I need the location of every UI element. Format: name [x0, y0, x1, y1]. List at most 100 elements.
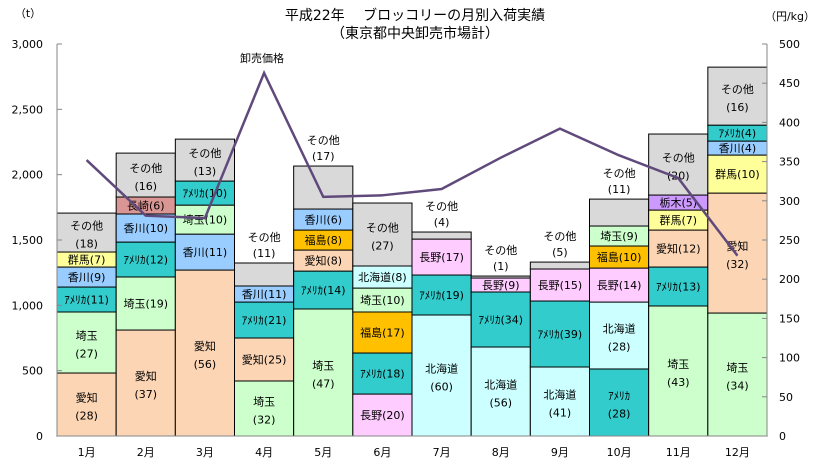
segment-share: (43) — [667, 376, 690, 389]
left-axis-unit: （t） — [15, 7, 41, 20]
bar-segment — [174, 204, 235, 235]
segment-share: (16) — [134, 180, 157, 193]
segment-label: 福島(17) — [360, 326, 405, 340]
bar-segment — [56, 372, 117, 437]
bar-segment — [529, 300, 590, 368]
bar-segment — [352, 202, 413, 267]
x-tick-label: 1月 — [78, 446, 96, 459]
segment-label: その他 — [307, 134, 340, 147]
segment-label: 埼玉 — [726, 361, 748, 375]
bar-segment — [411, 231, 472, 240]
bar-segment — [648, 305, 709, 437]
segment-label: 北海道 — [543, 388, 576, 402]
right-tick-label: 200 — [779, 273, 800, 286]
segment-label: その他 — [129, 162, 162, 175]
segment-label: ｱﾒﾘｶ(11) — [64, 294, 109, 307]
segment-label: その他 — [70, 220, 103, 233]
right-tick-label: 0 — [779, 430, 786, 443]
segment-share: (1) — [493, 260, 509, 273]
segment-share: (11) — [608, 183, 631, 196]
segment-label: 埼玉(10) — [360, 293, 405, 307]
segment-label: その他 — [603, 167, 636, 180]
x-tick-label: 12月 — [725, 446, 750, 459]
bars-group — [56, 66, 768, 437]
bar-segment — [115, 241, 176, 278]
right-tick-label: 350 — [779, 156, 800, 169]
bar-segment — [234, 262, 295, 287]
segment-label: 愛知 — [135, 369, 157, 383]
segment-label: ｱﾒﾘｶ(19) — [419, 289, 464, 302]
segment-share: (56) — [489, 397, 512, 410]
segment-label: 長崎(6) — [127, 199, 165, 213]
x-tick-label: 8月 — [492, 446, 510, 459]
segment-label: 香川(4) — [719, 142, 757, 155]
segment-label: ｱﾒﾘｶ — [608, 389, 630, 402]
segment-share: (28) — [75, 410, 98, 423]
left-tick-label: 500 — [22, 365, 43, 378]
right-tick-label: 450 — [779, 77, 800, 90]
segment-share: (32) — [726, 258, 749, 271]
x-tick-label: 9月 — [551, 446, 569, 459]
left-tick-label: 2,000 — [12, 169, 44, 182]
segment-label: 愛知 — [76, 391, 98, 405]
x-tick-label: 3月 — [196, 446, 214, 459]
segment-share: (28) — [608, 341, 631, 354]
segment-share: (20) — [667, 170, 690, 183]
bar-segment — [648, 266, 709, 307]
left-tick-label: 3,000 — [12, 38, 44, 51]
bar-segment — [470, 346, 531, 437]
segment-label: ｱﾒﾘｶ(39) — [538, 328, 583, 341]
bar-segment — [293, 270, 354, 310]
bar-segment — [352, 393, 413, 437]
bar-segment — [115, 213, 176, 243]
segment-label: 愛知 — [194, 339, 216, 353]
segment-label: 北海道(8) — [358, 270, 407, 284]
bar-segment — [707, 154, 768, 194]
bar-segment — [293, 308, 354, 437]
segment-label: ｱﾒﾘｶ(13) — [656, 281, 701, 294]
segment-label: その他 — [662, 152, 695, 165]
segment-label: その他 — [543, 230, 576, 243]
right-tick-label: 400 — [779, 116, 800, 129]
segment-label: 群馬(7) — [659, 213, 697, 227]
segment-label: ｱﾒﾘｶ(21) — [242, 314, 287, 327]
bar-segment — [56, 212, 117, 253]
segment-label: その他 — [721, 83, 754, 96]
x-tick-label: 5月 — [314, 446, 332, 459]
segment-label: 埼玉(9) — [600, 229, 638, 243]
right-tick-label: 250 — [779, 234, 800, 247]
segment-label: 長野(15) — [538, 279, 583, 292]
right-tick-label: 300 — [779, 195, 800, 208]
segment-label: 長野(17) — [419, 251, 464, 264]
right-tick-label: 100 — [779, 352, 800, 365]
x-tick-label: 6月 — [373, 446, 391, 459]
segment-label: ｱﾒﾘｶ(14) — [301, 284, 346, 297]
right-tick-label: 50 — [779, 391, 793, 404]
left-tick-label: 1,500 — [12, 234, 44, 247]
bar-segment — [589, 198, 650, 227]
segment-label: 栃木(5) — [659, 196, 697, 210]
segment-share: (37) — [134, 388, 157, 401]
chart-subtitle: （東京都中央卸売市場計） — [331, 25, 499, 42]
segment-label: 香川(6) — [304, 214, 342, 227]
segment-label: 埼玉 — [76, 329, 98, 343]
segment-label: 埼玉(10) — [183, 213, 228, 227]
bar-segment — [529, 366, 590, 437]
segment-label: ｱﾒﾘｶ(18) — [360, 368, 405, 381]
segment-label: 埼玉(19) — [123, 297, 168, 311]
x-tick-label: 10月 — [607, 446, 632, 459]
segment-share: (17) — [312, 150, 335, 163]
segment-share: (60) — [430, 381, 453, 394]
axes-group: 0 500 1,000 1,500 2,000 2,500 3,000 0 50 100 150 20… — [12, 38, 801, 459]
segment-label: 香川(11) — [183, 246, 228, 259]
bar-segment — [293, 165, 354, 210]
segment-label: 福島(10) — [597, 250, 642, 264]
segment-label: 埼玉 — [667, 357, 689, 371]
bar-segment — [352, 352, 413, 395]
segment-share: (27) — [75, 348, 98, 361]
segment-label: 群馬(7) — [68, 253, 106, 267]
segment-share: (5) — [552, 246, 568, 259]
chart-title: 平成22年 ブロッコリーの月別入荷実績 — [285, 7, 545, 24]
segment-share: (28) — [608, 407, 631, 420]
